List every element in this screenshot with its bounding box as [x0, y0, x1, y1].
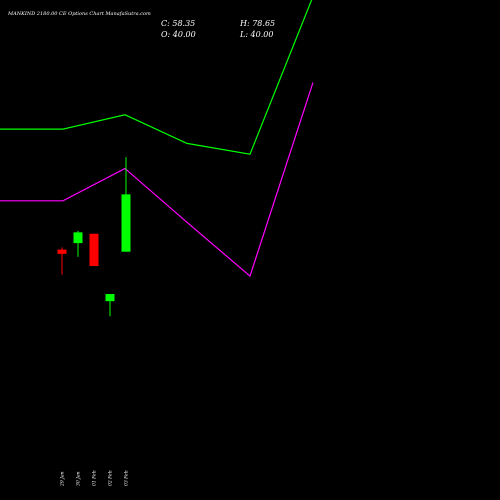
candle-body — [105, 294, 115, 302]
x-axis-ticks: 29 Jan 30 Jan 01 Feb 02 Feb 03 Feb — [60, 470, 130, 487]
indicator-line-1 — [0, 0, 313, 155]
close-stat: C: 58.35 — [161, 19, 195, 28]
x-tick-label: 03 Feb — [124, 470, 130, 486]
indicator-lines — [0, 0, 314, 278]
candles — [57, 157, 131, 317]
x-tick-label: 02 Feb — [108, 470, 114, 486]
candle-body — [121, 194, 131, 252]
low-stat: L: 40.00 — [239, 30, 273, 39]
open-stat: O: 40.00 — [161, 30, 196, 39]
x-tick-label: 30 Jan — [76, 471, 82, 486]
candle-body — [57, 249, 67, 254]
indicator-line-2 — [0, 82, 314, 278]
candle-body — [73, 232, 83, 244]
candle-body — [89, 233, 99, 267]
x-tick-label: 29 Jan — [60, 471, 66, 487]
chart-title: MANKIND 2180.00 CE Options Chart ManafaS… — [7, 11, 151, 17]
x-tick-label: 01 Feb — [92, 470, 98, 486]
high-stat: H: 78.65 — [239, 19, 275, 28]
